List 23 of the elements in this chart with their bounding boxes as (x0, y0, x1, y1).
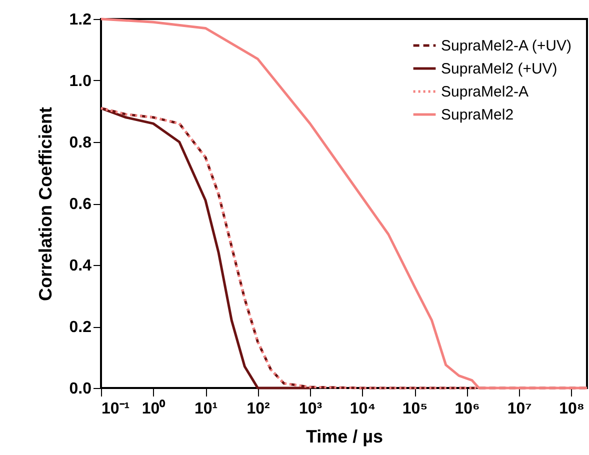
x-tick-label: 10⁵ (402, 400, 428, 418)
y-tick-label: 0.0 (69, 380, 92, 398)
x-axis-title: Time / µs (306, 426, 384, 446)
x-tick-label: 10⁴ (350, 400, 376, 418)
y-tick-label: 0.4 (69, 258, 92, 274)
y-axis-title: Correlation Coefficient (35, 106, 56, 302)
legend-label: SupraMel2-A (+UV) (441, 38, 572, 54)
x-tick-label: 10⁸ (559, 400, 584, 418)
y-tick-label: 0.6 (69, 196, 92, 213)
legend-label: SupraMel2 (441, 106, 514, 124)
y-tick-label: 0.8 (69, 134, 92, 152)
y-tick-label: 0.2 (69, 319, 92, 336)
legend-label: SupraMel2-A (441, 84, 529, 100)
y-tick-label: 1.2 (69, 12, 92, 28)
x-tick-label: 10⁶ (454, 400, 480, 418)
x-tick-label: 10⁰ (142, 400, 166, 418)
y-tick-label: 1.0 (69, 73, 92, 90)
x-tick-label: 10² (246, 400, 270, 418)
x-tick-label: 10⁻¹ (102, 400, 130, 418)
x-tick-label: 10¹ (194, 400, 218, 418)
legend-label: SupraMel2 (+UV) (441, 60, 558, 78)
x-tick-label: 10⁷ (507, 400, 532, 418)
x-tick-label: 10³ (298, 400, 322, 418)
